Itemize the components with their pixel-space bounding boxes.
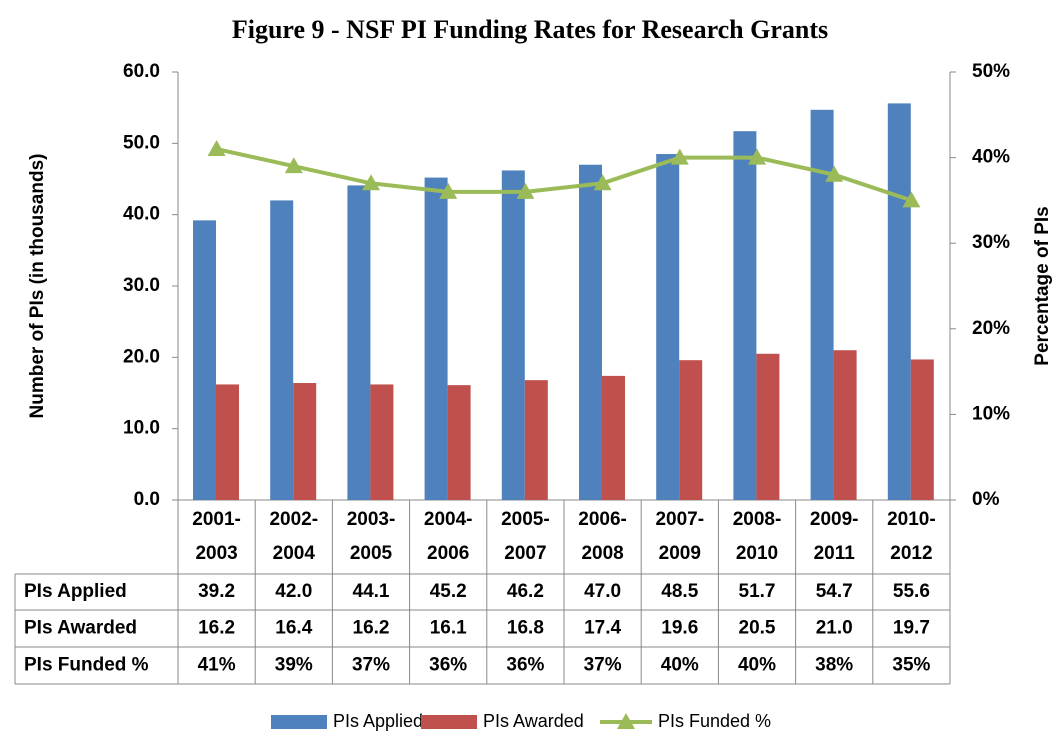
table-cell: 55.6 (893, 581, 930, 602)
bar (810, 109, 834, 500)
y-tick-label: 0.0 (134, 489, 160, 510)
bar (501, 170, 525, 500)
bar (293, 383, 317, 500)
bar (833, 350, 857, 500)
x-tick-label: 2004-2006 (424, 509, 473, 564)
table-row-header: PIs Awarded (24, 618, 137, 639)
bar (733, 131, 757, 500)
marker (207, 140, 226, 157)
y2-tick-label: 10% (972, 403, 1010, 424)
bar (447, 385, 471, 500)
table-cell: 21.0 (816, 618, 853, 639)
table-cell: 40% (661, 655, 699, 676)
table-cell: 38% (815, 655, 853, 676)
table-cell: 44.1 (353, 581, 390, 602)
bar (270, 200, 294, 500)
table-cell: 19.7 (893, 618, 930, 639)
chart-title: Figure 9 - NSF PI Funding Rates for Rese… (232, 15, 828, 44)
y2-axis-label: Percentage of PIs (1032, 206, 1053, 365)
table-cell: 39% (275, 655, 313, 676)
table-row-header: PIs Applied (24, 581, 127, 602)
table-cell: 35% (892, 655, 930, 676)
y-tick-label: 60.0 (123, 61, 160, 82)
x-tick-label: 2006-2008 (578, 509, 627, 564)
table-cell: 45.2 (430, 581, 467, 602)
y2-tick-label: 50% (972, 61, 1010, 82)
table-cell: 42.0 (275, 581, 312, 602)
table-cell: 16.1 (430, 618, 467, 639)
table-cell: 41% (198, 655, 236, 676)
y2-tick-label: 20% (972, 318, 1010, 339)
marker (593, 174, 612, 191)
bar (887, 103, 911, 501)
x-tick-label: 2001-2003 (192, 509, 241, 564)
table-cell: 37% (352, 655, 390, 676)
bar (424, 177, 448, 500)
table-cell: 36% (506, 655, 544, 676)
x-tick-label: 2007-2009 (655, 509, 704, 564)
bar (524, 380, 548, 500)
marker (902, 191, 921, 208)
bar (602, 375, 625, 500)
marker (825, 165, 844, 182)
y-tick-label: 30.0 (123, 275, 160, 296)
legend-swatch (421, 715, 477, 729)
bar (193, 220, 216, 500)
bar (347, 185, 371, 501)
marker (516, 182, 535, 199)
marker (748, 148, 766, 165)
table-cell: 48.5 (661, 581, 698, 602)
x-tick-label: 2008-2010 (733, 509, 782, 564)
y2-tick-label: 40% (972, 147, 1010, 168)
table-cell: 16.8 (507, 618, 544, 639)
table-cell: 20.5 (739, 618, 776, 639)
marker (284, 157, 303, 174)
legend-label: PIs Awarded (483, 711, 584, 731)
x-tick-label: 2009-2011 (810, 509, 859, 564)
bar (216, 384, 239, 500)
bar (910, 359, 934, 500)
x-tick-label: 2010-2012 (887, 509, 936, 564)
x-tick-label: 2005-2007 (501, 509, 550, 564)
x-tick-label: 2002-2004 (269, 509, 318, 564)
line (216, 147, 913, 203)
table-cell: 36% (429, 655, 467, 676)
table-cell: 16.2 (198, 618, 235, 639)
table-cell: 46.2 (507, 581, 544, 602)
y-tick-label: 40.0 (123, 204, 160, 225)
bar (370, 384, 394, 500)
table-cell: 16.2 (353, 618, 390, 639)
y-tick-label: 10.0 (123, 418, 160, 439)
table-cell: 37% (584, 655, 622, 676)
bar (656, 154, 680, 501)
legend-label: PIs Funded % (658, 711, 771, 731)
table-cell: 40% (738, 655, 776, 676)
legend-label: PIs Applied (333, 711, 423, 731)
bar (679, 360, 703, 500)
table-cell: 19.6 (661, 618, 698, 639)
bar (756, 353, 780, 500)
y2-tick-label: 0% (972, 489, 1000, 510)
table-cell: 51.7 (739, 581, 776, 602)
table-cell: 17.4 (584, 618, 621, 639)
table-cell: 39.2 (198, 581, 235, 602)
marker (439, 182, 458, 199)
x-tick-label: 2003-2005 (347, 509, 396, 564)
marker (362, 174, 380, 191)
y2-tick-label: 30% (972, 232, 1010, 253)
table-row-header: PIs Funded % (24, 655, 149, 676)
y-axis-label: Number of PIs (in thousands) (27, 154, 48, 419)
bar (579, 164, 602, 500)
table-cell: 16.4 (275, 618, 312, 639)
table-cell: 47.0 (584, 581, 621, 602)
legend-swatch (271, 715, 327, 729)
y-tick-label: 50.0 (123, 132, 160, 153)
y-tick-label: 20.0 (123, 346, 160, 367)
marker (670, 148, 689, 165)
legend-swatch (617, 713, 635, 729)
table-cell: 54.7 (816, 581, 853, 602)
